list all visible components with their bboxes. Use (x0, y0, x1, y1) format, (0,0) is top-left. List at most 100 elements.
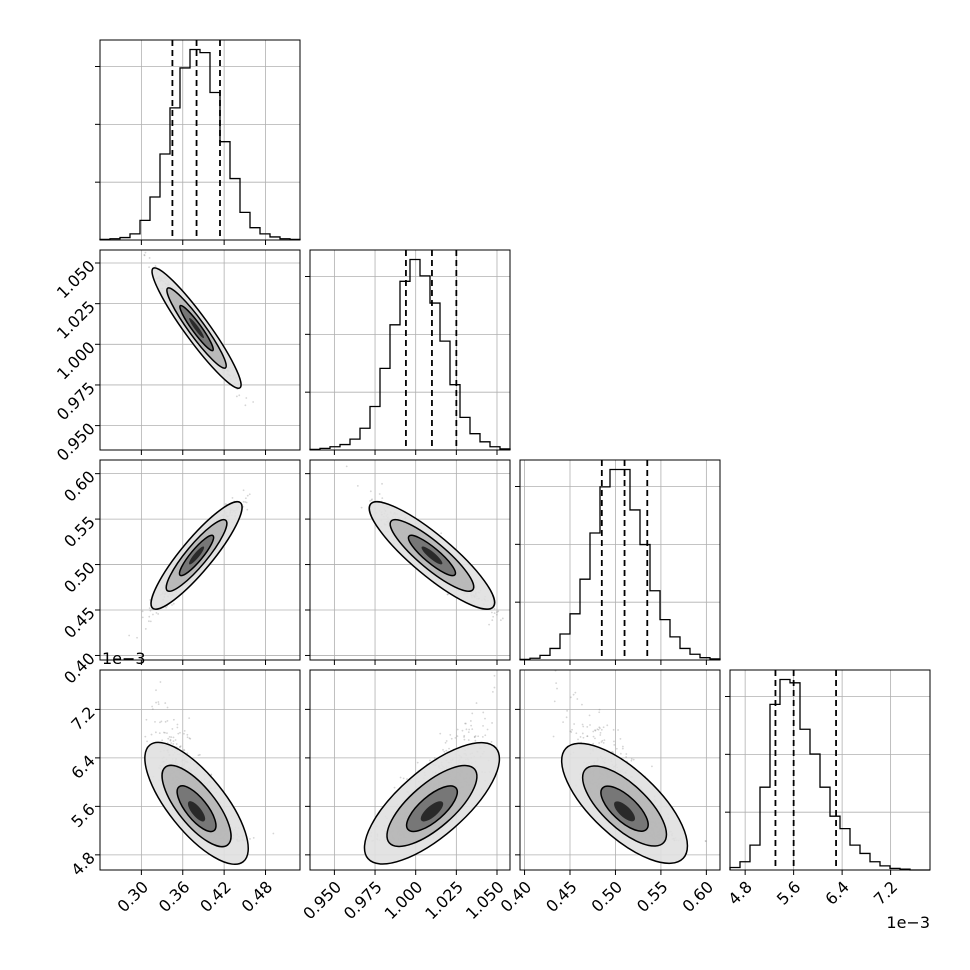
sample-point (244, 404, 247, 407)
sample-point (169, 738, 172, 741)
sample-point (473, 736, 476, 739)
sample-point (416, 761, 419, 764)
sample-point (162, 731, 165, 734)
sample-point (493, 674, 496, 677)
sample-point (471, 728, 474, 731)
sample-point (170, 736, 173, 739)
sample-point (151, 708, 154, 711)
sample-point (245, 501, 248, 504)
sample-point (454, 736, 457, 739)
sample-point (597, 728, 600, 731)
sample-point (573, 723, 576, 725)
sample-point (157, 613, 160, 615)
sample-point (592, 730, 595, 733)
sample-point (599, 727, 601, 730)
contour-2 (178, 534, 215, 577)
sample-point (150, 733, 153, 736)
sample-point (470, 724, 473, 727)
sample-point (499, 619, 502, 622)
sample-point (433, 757, 436, 759)
sample-point (246, 508, 249, 511)
sample-point (171, 728, 174, 730)
sample-point (210, 773, 213, 776)
sample-point (157, 701, 160, 703)
sample-point (482, 724, 484, 727)
axes-frame (309, 249, 511, 451)
sample-point (148, 257, 151, 259)
sample-point (160, 720, 163, 723)
sample-point (381, 497, 384, 500)
sample-point (252, 401, 255, 403)
sample-point (244, 501, 247, 503)
pair-panel-3-2 (519, 669, 721, 871)
sample-point (381, 482, 383, 485)
histogram-step-0 (99, 48, 301, 241)
sample-point (128, 634, 131, 637)
sample-point (440, 532, 443, 535)
sample-point (402, 777, 405, 780)
sample-point (492, 615, 495, 618)
sample-point (179, 731, 181, 734)
sample-point (488, 623, 490, 626)
sample-point (445, 749, 448, 752)
sample-point (164, 731, 166, 734)
sample-point (143, 254, 146, 256)
sample-point (186, 736, 189, 739)
sample-point (495, 613, 498, 616)
sample-point (245, 397, 248, 399)
sample-point (186, 733, 189, 736)
sample-point (651, 765, 653, 768)
sample-point (248, 493, 251, 496)
sample-point (167, 737, 170, 740)
sample-point (463, 738, 466, 741)
contour-0 (151, 267, 242, 390)
density-level-3 (188, 546, 205, 565)
contour-2 (176, 785, 217, 833)
sample-point (144, 735, 147, 738)
sample-point (594, 737, 596, 740)
sample-point (159, 721, 161, 724)
sample-point (179, 745, 182, 747)
sample-point (168, 735, 171, 738)
sample-point (600, 728, 603, 731)
sample-point (188, 737, 191, 740)
sample-point (469, 720, 472, 722)
sample-point (164, 702, 167, 704)
sample-point (157, 703, 160, 706)
sample-point (183, 749, 186, 752)
sample-point (141, 610, 144, 613)
sample-point (189, 737, 192, 740)
sample-point (473, 735, 476, 738)
sample-point (501, 617, 504, 620)
sample-point (497, 610, 500, 613)
sample-point (474, 739, 477, 742)
density-level-3 (187, 801, 206, 822)
sample-point (581, 732, 584, 735)
sample-point (146, 740, 148, 743)
axes-frame (99, 249, 301, 451)
sample-point (621, 745, 624, 748)
sample-point (166, 732, 168, 735)
contour-0 (150, 500, 243, 610)
sample-point (148, 620, 150, 623)
sample-point (179, 746, 181, 748)
sample-point (177, 732, 180, 735)
sample-point (149, 609, 152, 612)
sample-point (186, 752, 189, 755)
sample-point (566, 709, 569, 712)
sample-point (491, 722, 493, 724)
sample-point (576, 698, 579, 700)
axes-frame (729, 669, 931, 871)
sample-point (152, 613, 154, 616)
contour-0 (144, 741, 249, 866)
sample-point (369, 500, 371, 502)
density-level-3 (421, 546, 443, 565)
panel-content (100, 670, 300, 870)
sample-point (183, 732, 185, 735)
sample-point (582, 736, 585, 739)
sample-point (464, 722, 466, 725)
sample-point (619, 752, 622, 755)
sample-point (133, 235, 135, 237)
sample-point (170, 742, 173, 744)
